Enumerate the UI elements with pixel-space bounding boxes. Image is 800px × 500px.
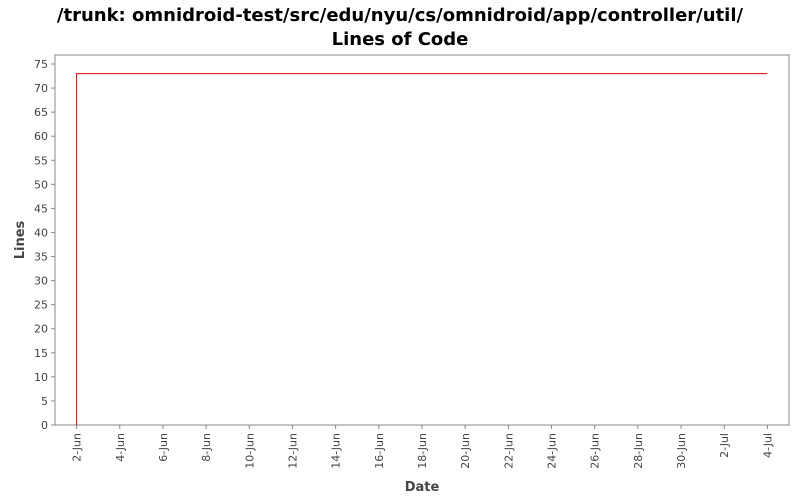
series-line (76, 73, 768, 425)
x-tick-label: 16-Jun (373, 433, 386, 469)
x-tick-label: 2-Jul (718, 433, 731, 458)
y-tick-label: 60 (34, 130, 48, 143)
chart-title: /trunk: omnidroid-test/src/edu/nyu/cs/om… (56, 5, 744, 26)
x-tick-label: 14-Jun (330, 433, 343, 469)
x-axis: 2-Jun 4-Jun 6-Jun 8-Jun 10-Jun 12-Jun 14-Jun 16… (71, 425, 774, 469)
x-tick-label: 4-Jun (114, 433, 127, 462)
y-tick-label: 20 (34, 323, 48, 336)
chart-subtitle: Lines of Code (331, 29, 469, 50)
y-tick-label: 50 (34, 178, 48, 191)
plot-area (54, 54, 790, 426)
x-tick-label: 18-Jun (416, 433, 429, 469)
series-layer (76, 73, 768, 425)
x-tick-label: 2-Jun (71, 433, 84, 462)
y-tick-label: 5 (41, 395, 48, 408)
x-tick-label: 4-Jul (761, 433, 774, 458)
y-tick-label: 10 (34, 371, 48, 384)
y-axis: 0 5 10 15 20 25 30 35 40 45 50 55 60 65 70 75 (34, 58, 55, 432)
chart-title-block: /trunk: omnidroid-test/src/edu/nyu/cs/om… (0, 4, 800, 52)
y-tick-label: 0 (41, 419, 48, 432)
x-tick-label: 28-Jun (632, 433, 645, 469)
y-tick-label: 30 (34, 275, 48, 288)
x-tick-label: 20-Jun (459, 433, 472, 469)
y-tick-label: 40 (34, 226, 48, 239)
y-tick-label: 35 (34, 251, 48, 264)
x-tick-label: 22-Jun (502, 433, 515, 469)
x-tick-label: 12-Jun (286, 433, 299, 469)
x-tick-label: 10-Jun (243, 433, 256, 469)
y-tick-label: 75 (34, 58, 48, 71)
y-tick-label: 65 (34, 106, 48, 119)
x-axis-title: Date (405, 480, 440, 495)
y-tick-label: 15 (34, 347, 48, 360)
x-tick-label: 26-Jun (589, 433, 602, 469)
y-tick-label: 70 (34, 82, 48, 95)
x-tick-label: 6-Jun (157, 433, 170, 462)
y-tick-label: 25 (34, 299, 48, 312)
y-tick-label: 45 (34, 202, 48, 215)
x-tick-label: 8-Jun (200, 433, 213, 462)
x-tick-label: 24-Jun (546, 433, 559, 469)
x-tick-label: 30-Jun (675, 433, 688, 469)
y-axis-title: Lines (13, 220, 28, 259)
y-tick-label: 55 (34, 154, 48, 167)
